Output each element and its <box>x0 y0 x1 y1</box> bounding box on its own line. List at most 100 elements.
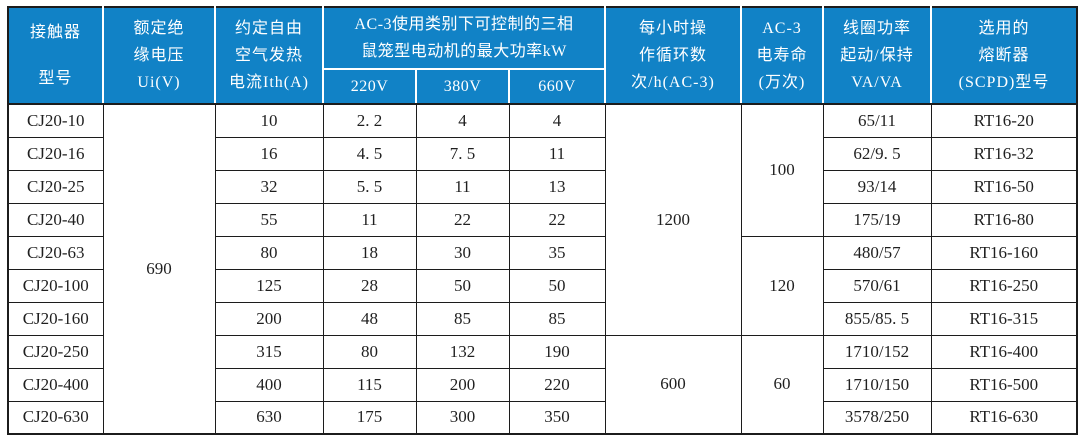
cell-model: CJ20-63 <box>7 235 104 270</box>
cell-fuse-model: RT16-630 <box>930 400 1078 435</box>
cell-fuse-model: RT16-20 <box>930 103 1078 138</box>
cell-power-660v: 11 <box>508 136 606 171</box>
cell-power-380v: 132 <box>415 334 510 369</box>
header-line: 约定自由 <box>234 20 303 37</box>
cell-power-660v: 85 <box>508 301 606 336</box>
cell-power-380v: 7. 5 <box>415 136 510 171</box>
header-line: Ui(V) <box>137 74 181 91</box>
cell-fuse-model: RT16-50 <box>930 169 1078 204</box>
header-line: 鼠笼型电动机的最大功率kW <box>361 43 567 60</box>
header-thermal-current: 约定自由 空气发热 电流Ith(A) <box>214 6 324 105</box>
header-line: 空气发热 <box>234 47 303 64</box>
cell-ith: 630 <box>214 400 324 435</box>
header-coil-power: 线圈功率 起动/保持 VA/VA <box>822 6 932 105</box>
header-line: 电流Ith(A) <box>229 74 309 91</box>
cell-fuse-model: RT16-400 <box>930 334 1078 369</box>
cell-electrical-life: 60 <box>740 334 824 435</box>
cell-fuse-model: RT16-32 <box>930 136 1078 171</box>
cell-model: CJ20-160 <box>7 301 104 336</box>
cell-fuse-model: RT16-315 <box>930 301 1078 336</box>
header-line: AC-3 <box>762 20 802 37</box>
header-voltage-660v: 660V <box>508 68 606 105</box>
cell-fuse-model: RT16-500 <box>930 367 1078 402</box>
cell-power-220v: 80 <box>322 334 417 369</box>
cell-ui-voltage: 690 <box>102 103 216 435</box>
table-row: CJ20-250 315 80 132 190 600 60 1710/152 … <box>7 334 1078 435</box>
cell-ith: 400 <box>214 367 324 402</box>
header-line: 选用的 <box>978 20 1030 37</box>
cell-coil-power: 1710/152 <box>822 334 932 369</box>
cell-power-660v: 13 <box>508 169 606 204</box>
header-row-1: 接触器 型号 额定绝 缘电压 Ui(V) 约定自由 空气发热 电流Ith(A) … <box>7 6 1078 105</box>
cell-power-220v: 2. 2 <box>322 103 417 138</box>
cell-coil-power: 65/11 <box>822 103 932 138</box>
cell-ith: 315 <box>214 334 324 369</box>
cell-power-380v: 22 <box>415 202 510 237</box>
cell-power-380v: 85 <box>415 301 510 336</box>
table-row: CJ20-100 125 28 50 50 570/61 RT16-250 <box>7 268 1078 303</box>
cell-ith: 55 <box>214 202 324 237</box>
cell-ith: 16 <box>214 136 324 171</box>
cell-coil-power: 175/19 <box>822 202 932 237</box>
header-voltage-380v: 380V <box>415 68 510 105</box>
header-line: 电寿命 <box>756 47 808 64</box>
cell-electrical-life: 120 <box>740 235 824 336</box>
cell-fuse-model: RT16-250 <box>930 268 1078 303</box>
cell-power-380v: 300 <box>415 400 510 435</box>
cell-power-380v: 50 <box>415 268 510 303</box>
cell-ith: 125 <box>214 268 324 303</box>
header-line: VA/VA <box>851 74 903 91</box>
table-row: CJ20-400 400 115 200 220 1710/150 RT16-5… <box>7 367 1078 402</box>
cell-ith: 200 <box>214 301 324 336</box>
cell-power-380v: 4 <box>415 103 510 138</box>
spec-table-container: 接触器 型号 额定绝 缘电压 Ui(V) 约定自由 空气发热 电流Ith(A) … <box>7 6 1078 435</box>
cell-power-220v: 18 <box>322 235 417 270</box>
header-line: 次/h(AC-3) <box>631 74 715 91</box>
cell-model: CJ20-25 <box>7 169 104 204</box>
cell-model: CJ20-250 <box>7 334 104 369</box>
cell-power-660v: 190 <box>508 334 606 369</box>
header-line: 起动/保持 <box>840 47 914 64</box>
cell-coil-power: 62/9. 5 <box>822 136 932 171</box>
table-row: CJ20-10 690 10 2. 2 4 4 1200 100 65/11 R… <box>7 103 1078 435</box>
cell-power-660v: 50 <box>508 268 606 303</box>
cell-fuse-model: RT16-160 <box>930 235 1078 270</box>
header-line: AC-3使用类别下可控制的三相 <box>354 16 574 33</box>
cell-cycles-per-hour: 600 <box>604 334 742 435</box>
cell-model: CJ20-10 <box>7 103 104 138</box>
cell-model: CJ20-630 <box>7 400 104 435</box>
header-line: (万次) <box>758 74 806 91</box>
cell-coil-power: 1710/150 <box>822 367 932 402</box>
cell-ith: 10 <box>214 103 324 138</box>
cell-model: CJ20-100 <box>7 268 104 303</box>
cell-power-660v: 4 <box>508 103 606 138</box>
cell-model: CJ20-400 <box>7 367 104 402</box>
cell-fuse-model: RT16-80 <box>930 202 1078 237</box>
cell-coil-power: 93/14 <box>822 169 932 204</box>
cell-power-220v: 4. 5 <box>322 136 417 171</box>
cell-cycles-per-hour: 1200 <box>604 103 742 336</box>
header-insulation-voltage: 额定绝 缘电压 Ui(V) <box>102 6 216 105</box>
cell-model: CJ20-40 <box>7 202 104 237</box>
cell-power-660v: 350 <box>508 400 606 435</box>
header-voltage-220v: 220V <box>322 68 417 105</box>
header-line: (SCPD)型号 <box>958 74 1050 91</box>
cell-power-220v: 5. 5 <box>322 169 417 204</box>
table-row: CJ20-16 16 4. 5 7. 5 11 62/9. 5 RT16-32 <box>7 136 1078 171</box>
header-ac3-max-power: AC-3使用类别下可控制的三相 鼠笼型电动机的最大功率kW <box>322 6 606 70</box>
cell-ith: 32 <box>214 169 324 204</box>
cell-power-660v: 22 <box>508 202 606 237</box>
header-electrical-life: AC-3 电寿命 (万次) <box>740 6 824 105</box>
cell-model: CJ20-16 <box>7 136 104 171</box>
cell-power-220v: 115 <box>322 367 417 402</box>
cell-power-220v: 175 <box>322 400 417 435</box>
cell-power-660v: 35 <box>508 235 606 270</box>
cell-ith: 80 <box>214 235 324 270</box>
contactor-spec-table: 接触器 型号 额定绝 缘电压 Ui(V) 约定自由 空气发热 电流Ith(A) … <box>7 6 1078 435</box>
cell-power-220v: 11 <box>322 202 417 237</box>
cell-power-220v: 28 <box>322 268 417 303</box>
table-row: CJ20-40 55 11 22 22 175/19 RT16-80 <box>7 202 1078 237</box>
header-line: 型号 <box>38 69 73 87</box>
header-line: 熔断器 <box>978 47 1030 64</box>
cell-coil-power: 570/61 <box>822 268 932 303</box>
